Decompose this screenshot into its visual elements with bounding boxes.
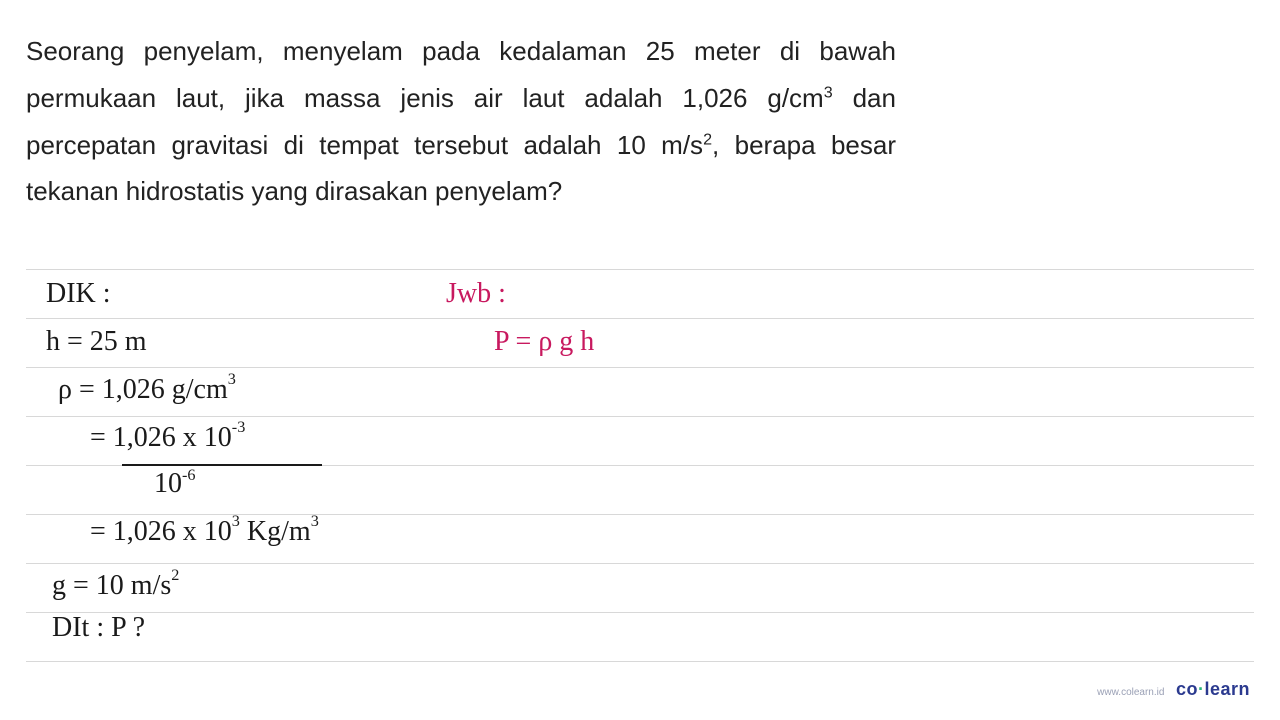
problem-line4-pre: adalah 10 m/s	[523, 130, 703, 160]
rho-conversion-denominator: 10-6	[154, 468, 196, 500]
rho-conversion-numerator: = 1,026 x 10-3	[90, 422, 245, 454]
rho-value: ρ = 1,026 g/cm3	[58, 374, 236, 406]
watermark-learn: learn	[1204, 679, 1250, 699]
problem-line3-sup: 3	[824, 83, 833, 101]
watermark-url: www.colearn.id	[1097, 687, 1164, 698]
fraction-bar	[122, 464, 322, 466]
dit-label: DIt : P ?	[52, 612, 145, 644]
problem-line1: Seorang penyelam, menyelam pada kedalama…	[26, 36, 761, 66]
jwb-label: Jwb :	[446, 278, 506, 310]
dik-label: DIK :	[46, 278, 111, 310]
problem-line3-pre: 1,026 g/cm	[682, 83, 823, 113]
problem-statement: Seorang penyelam, menyelam pada kedalama…	[26, 28, 896, 215]
problem-line4-sup: 2	[703, 130, 712, 148]
problem-line5: dirasakan penyelam?	[315, 176, 562, 206]
watermark-co: co	[1176, 679, 1198, 699]
rho-si-value: = 1,026 x 103 Kg/m3	[90, 516, 319, 548]
ruled-background	[26, 255, 1254, 680]
h-value: h = 25 m	[46, 326, 147, 358]
watermark: www.colearn.id co·learn	[1097, 679, 1250, 700]
pressure-formula: P = ρ g h	[494, 326, 594, 358]
g-value: g = 10 m/s2	[52, 570, 179, 602]
